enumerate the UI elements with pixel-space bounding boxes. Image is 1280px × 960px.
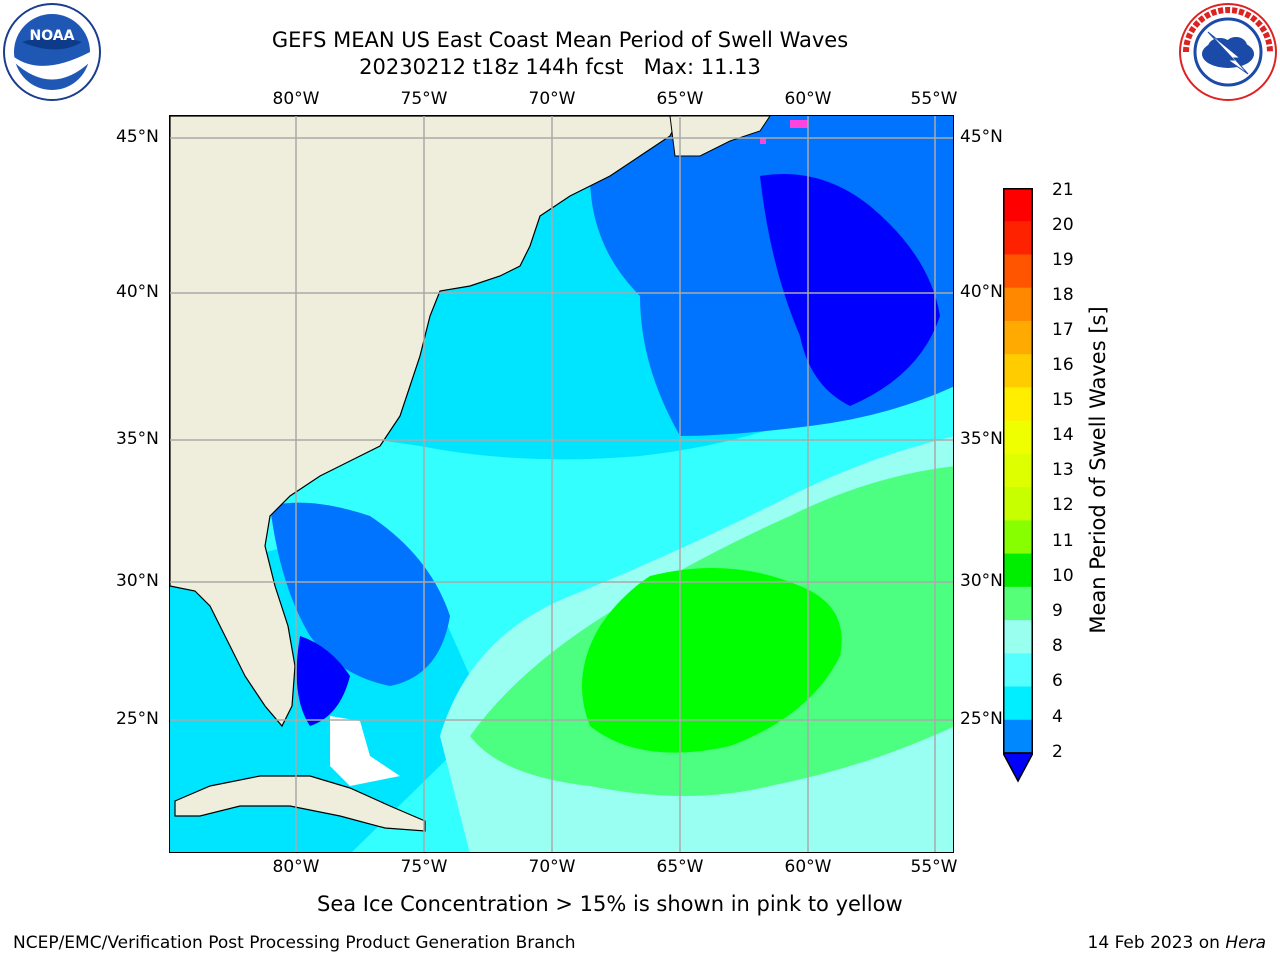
lat-label-left-25n: 25°N	[116, 709, 159, 729]
map-canvas	[170, 116, 953, 852]
colorbar-tick-6: 6	[1052, 671, 1063, 691]
lon-label-bottom-65w: 65°W	[656, 857, 704, 877]
sea-ice-patch	[790, 120, 808, 128]
lon-label-bottom-80w: 80°W	[272, 857, 320, 877]
colorbar-segment	[1003, 287, 1033, 322]
colorbar-segment	[1003, 387, 1033, 422]
lat-label-right-40n: 40°N	[960, 282, 1003, 302]
colorbar-outline	[1003, 188, 1033, 754]
gridlines	[170, 116, 953, 852]
chart-title: GEFS MEAN US East Coast Mean Period of S…	[271, 28, 849, 52]
no-data-bahamas	[330, 716, 400, 786]
colorbar-segment	[1003, 354, 1033, 388]
colorbar-tick-15: 15	[1052, 390, 1074, 410]
colorbar-segment	[1003, 188, 1033, 222]
lon-label-top-60w: 60°W	[784, 89, 832, 109]
lon-label-bottom-75w: 75°W	[400, 857, 448, 877]
lon-label-bottom-70w: 70°W	[528, 857, 576, 877]
colorbar	[1003, 188, 1033, 783]
lon-label-bottom-60w: 60°W	[784, 857, 832, 877]
map-panel	[169, 115, 954, 853]
colorbar-tick-13: 13	[1052, 460, 1074, 480]
colorbar-tick-10: 10	[1052, 566, 1074, 586]
colorbar-tick-14: 14	[1052, 425, 1074, 445]
colorbar-tick-18: 18	[1052, 285, 1074, 305]
colorbar-segment	[1003, 254, 1033, 289]
chart-subtitle: 20230212 t18z 144h fcst Max: 11.13	[359, 55, 761, 79]
lon-label-top-80w: 80°W	[272, 89, 320, 109]
colorbar-tick-21: 21	[1052, 180, 1074, 200]
colorbar-segment	[1003, 653, 1033, 688]
land-nova-scotia	[669, 116, 771, 157]
footer-host: Hera	[1225, 933, 1266, 953]
colorbar-segment	[1003, 520, 1033, 555]
colorbar-segment	[1003, 420, 1033, 455]
lat-label-right-35n: 35°N	[960, 429, 1003, 449]
sea-ice-note: Sea Ice Concentration > 15% is shown in …	[317, 892, 903, 916]
colorbar-tick-20: 20	[1052, 215, 1074, 235]
lat-label-right-45n: 45°N	[960, 127, 1003, 147]
colorbar-tick-8: 8	[1052, 636, 1063, 656]
colorbar-tick-16: 16	[1052, 355, 1074, 375]
colorbar-tick-2: 2	[1052, 742, 1063, 762]
lat-label-left-35n: 35°N	[116, 429, 159, 449]
noaa-logo-icon: NOAA	[3, 3, 101, 101]
colorbar-segment	[1003, 686, 1033, 721]
colorbar-tick-19: 19	[1052, 250, 1074, 270]
national-weather-service-logo-icon	[1179, 3, 1277, 101]
ocean-lt2-bahamas	[296, 636, 350, 726]
land-us-east-coast	[170, 116, 681, 728]
colorbar-tick-4: 4	[1052, 707, 1063, 727]
ocean-lt2-northeast	[760, 174, 940, 406]
lat-label-right-25n: 25°N	[960, 709, 1003, 729]
noaa-logo-text: NOAA	[30, 28, 75, 44]
colorbar-segment	[1003, 221, 1033, 255]
lon-label-top-65w: 65°W	[656, 89, 704, 109]
colorbar-tick-11: 11	[1052, 531, 1074, 551]
colorbar-title: Mean Period of Swell Waves [s]	[1086, 306, 1110, 634]
footer-date-text: 14 Feb 2023 on	[1087, 933, 1226, 953]
ocean-10-11-core	[582, 568, 842, 753]
lat-label-left-40n: 40°N	[116, 282, 159, 302]
footer-credit: NCEP/EMC/Verification Post Processing Pr…	[13, 933, 576, 953]
lat-label-left-30n: 30°N	[116, 571, 159, 591]
ocean-2-4-florida	[270, 502, 450, 686]
lon-label-top-55w: 55°W	[910, 89, 958, 109]
colorbar-tick-9: 9	[1052, 601, 1063, 621]
land-cuba	[174, 775, 426, 832]
colorbar-segment	[1003, 586, 1033, 621]
colorbar-tick-17: 17	[1052, 320, 1074, 340]
lon-label-top-70w: 70°W	[528, 89, 576, 109]
colorbar-segment	[1003, 487, 1033, 521]
lat-label-left-45n: 45°N	[116, 127, 159, 147]
colorbar-extend-triangle	[1003, 752, 1033, 783]
colorbar-segment	[1003, 620, 1033, 654]
footer-date: 14 Feb 2023 on Hera	[1088, 933, 1266, 953]
colorbar-tick-12: 12	[1052, 495, 1074, 515]
sea-ice-patch-2	[760, 138, 766, 144]
lon-label-top-75w: 75°W	[400, 89, 448, 109]
colorbar-segment	[1003, 719, 1033, 754]
colorbar-segment	[1003, 320, 1033, 355]
lon-label-bottom-55w: 55°W	[910, 857, 958, 877]
lat-label-right-30n: 30°N	[960, 571, 1003, 591]
colorbar-segment	[1003, 553, 1033, 588]
colorbar-segment	[1003, 453, 1033, 488]
